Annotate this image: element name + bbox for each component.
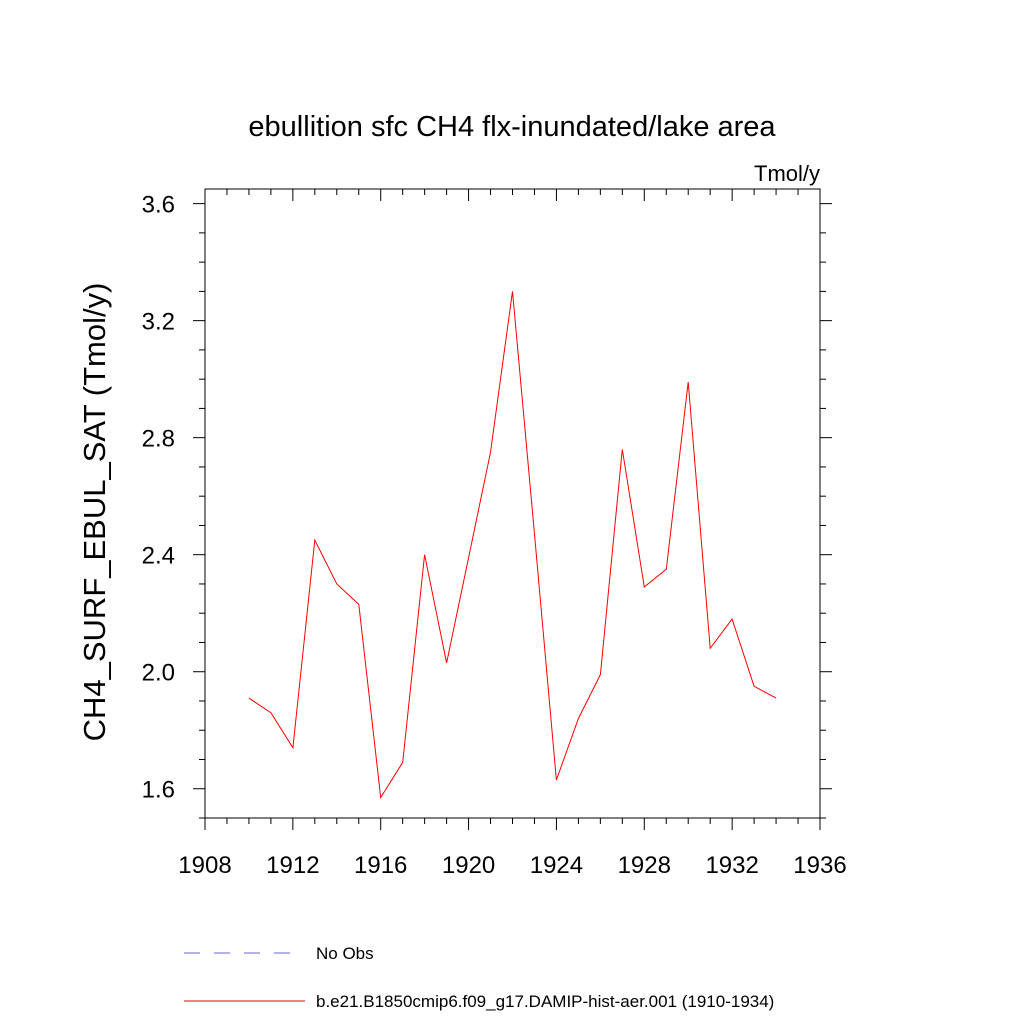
series-line [248,291,777,799]
legend: No Obs b.e21.B1850cmip6.f09_g17.DAMIP-his… [184,944,774,1011]
y-tick-label: 3.2 [142,309,175,336]
y-tick-label: 3.6 [142,192,175,219]
x-tick-label: 1908 [178,852,231,879]
y-axis-label: CH4_SURF_EBUL_SAT (Tmol/y) [77,283,112,742]
x-tick-label: 1924 [530,852,583,879]
legend-label: No Obs [316,944,374,963]
x-tick-label: 1932 [705,852,758,879]
y-tick-label: 2.8 [142,426,175,453]
y-tick-label: 1.6 [142,777,175,804]
series-layer [248,291,777,799]
legend-label: b.e21.B1850cmip6.f09_g17.DAMIP-hist-aer.… [316,992,774,1011]
x-tick-label: 1920 [442,852,495,879]
y-tick-label: 2.4 [142,543,175,570]
y-axis: 1.6 2.0 2.4 2.8 3.2 3.6 [142,192,832,819]
plot-frame [204,188,821,819]
chart-title: ebullition sfc CH4 flx-inundated/lake ar… [248,111,776,143]
units-label: Tmol/y [754,161,820,186]
x-tick-label: 1928 [618,852,671,879]
x-tick-label: 1916 [354,852,407,879]
x-tick-label: 1912 [266,852,319,879]
y-tick-label: 2.0 [142,660,175,687]
x-tick-label: 1936 [793,852,846,879]
x-axis: 1908 1912 1916 1920 1924 1928 1932 1936 [178,189,847,879]
